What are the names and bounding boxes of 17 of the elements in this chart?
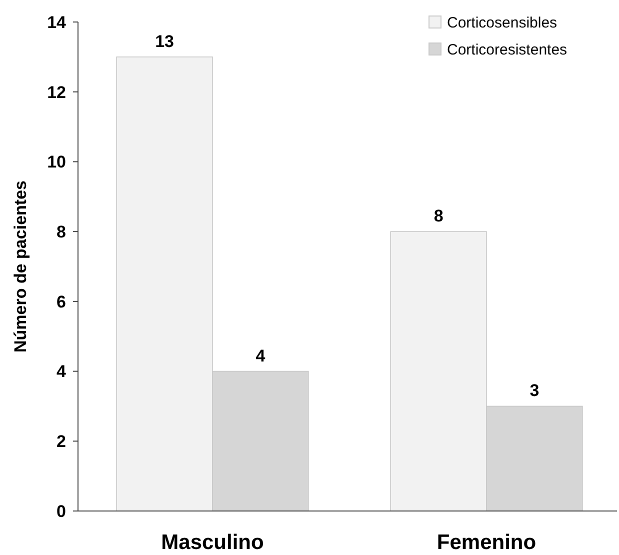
- y-axis-title: Número de pacientes: [11, 180, 30, 352]
- x-tick-label: Masculino: [161, 531, 264, 554]
- y-tick-label: 14: [47, 12, 67, 32]
- data-label: 13: [155, 32, 174, 51]
- y-tick-label: 8: [56, 222, 66, 242]
- legend-label: Corticosensibles: [447, 14, 558, 32]
- y-tick-label: 6: [56, 292, 66, 312]
- y-tick-label: 10: [47, 152, 66, 172]
- x-tick-label: Femenino: [436, 531, 536, 554]
- y-tick-label: 0: [56, 502, 66, 521]
- y-tick-label: 2: [56, 432, 66, 452]
- data-label: 4: [256, 346, 266, 366]
- data-label: 8: [434, 206, 444, 226]
- legend-label: Corticoresistentes: [447, 41, 568, 58]
- y-tick-label: 12: [47, 82, 66, 102]
- y-tick-label: 4: [56, 362, 67, 382]
- data-label: 3: [530, 381, 540, 400]
